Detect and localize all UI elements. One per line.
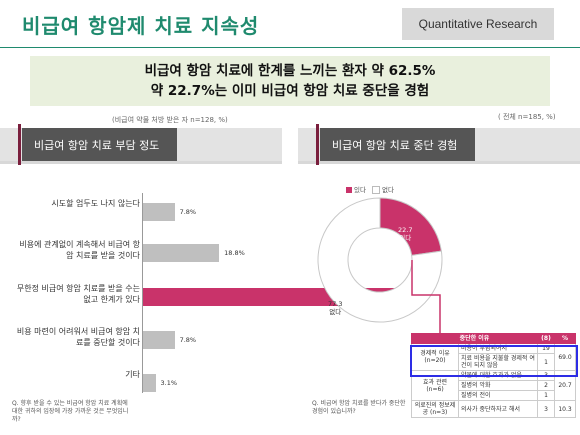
- reason-count: 1: [537, 390, 555, 401]
- right-panel-header: 비급여 항암 치료 중단 경험: [298, 124, 580, 165]
- reason-text: 질병의 악화: [458, 380, 538, 391]
- bar-value-label: 3.1%: [160, 379, 178, 387]
- headline-line-1: 비급여 항암 치료에 한계를 느끼는 환자 약 62.5%: [144, 63, 436, 79]
- left-panel-header: 비급여 항암 치료 부담 정도: [0, 124, 282, 165]
- donut-slice-no: [317, 197, 443, 323]
- donut-value-yes: 22.7: [398, 226, 413, 234]
- reason-text: 질병의 전이: [458, 390, 538, 401]
- bar-value-label: 7.8%: [179, 336, 197, 344]
- donut-label-no: 77.3 없다: [328, 300, 342, 316]
- bar-chart-axis: [142, 193, 143, 393]
- headline-line-2: 약 22.7%는 이미 비급여 항암 치료 중단을 경험: [150, 83, 430, 99]
- economic-reason-highlight: [410, 345, 578, 377]
- right-question: Q. 비급여 항암 치료를 받다가 중단한 경험이 있습니까?: [312, 400, 406, 415]
- donut-value-no: 77.3: [328, 300, 343, 308]
- research-tag: Quantitative Research: [402, 8, 554, 40]
- bar: [143, 374, 156, 392]
- table-row: 의료진의 정보제공 (n=3) 의사가 중단하자고 해서 3 10.3: [411, 400, 576, 418]
- donut-category-yes: 있다: [399, 234, 412, 242]
- reason-group: 의료진의 정보제공 (n=3): [411, 400, 459, 418]
- bar-value-label: 7.8%: [179, 208, 197, 216]
- bar-label: 비용에 관계없이 계속해서 비급여 항암 치료를 받을 것이다: [19, 240, 140, 260]
- left-question: Q. 향후 받을 수 있는 비급여 항암 치료 계획에 대한 귀하의 입장에 가…: [12, 400, 129, 423]
- right-sample-note: ( 전체 n=185, %): [498, 113, 556, 121]
- page-title: 비급여 항암제 치료 지속성: [22, 14, 260, 38]
- reason-count: 3: [537, 400, 555, 418]
- legend-item-no: 없다: [371, 184, 394, 194]
- reason-group: 경제적 이유 (n=20): [411, 343, 459, 371]
- donut-chart: [317, 197, 443, 323]
- donut-legend: 있다 없다: [346, 184, 394, 194]
- bar: [143, 331, 175, 349]
- left-panel-title: 비급여 항암 치료 부담 정도: [22, 128, 178, 161]
- left-panel-accent: [18, 124, 21, 165]
- reason-table-header: 중단한 이유 (8)%: [411, 333, 576, 344]
- reason-table: 중단한 이유 (8)% 경제적 이유 (n=20) 비용이 부담되어서 19 69.0 치료…: [411, 333, 576, 418]
- reason-count: 2: [537, 380, 555, 391]
- reason-text: 의사가 중단하자고 해서: [458, 400, 538, 418]
- bar: [143, 244, 220, 262]
- bar: [143, 203, 175, 221]
- donut-label-yes: 22.7 있다: [398, 226, 412, 242]
- bar-label: 시도할 엄두도 나지 않는다: [51, 199, 140, 208]
- left-sample-note: (비급여 약물 처방 받은 자 n=128, %): [112, 116, 228, 124]
- table-row: 치료 비용을 지불할 경제적 여건이 되지 않음 1: [412, 353, 576, 371]
- bar-label: 비용 마련이 어려워서 비급여 항암 치료를 중단할 것이다: [16, 327, 140, 347]
- title-divider: [0, 47, 580, 48]
- reason-pct: 10.3: [554, 400, 576, 418]
- right-panel-accent: [316, 124, 319, 165]
- legend-item-yes: 있다: [346, 184, 366, 194]
- bar-label: 무한정 비급여 항암 치료를 받을 수는 없고 한계가 있다: [16, 284, 140, 304]
- bar-label: 기타: [125, 370, 140, 379]
- donut-category-no: 없다: [329, 308, 342, 316]
- donut-connector: [411, 260, 441, 333]
- headline-box: 비급여 항암 치료에 한계를 느끼는 환자 약 62.5% 약 22.7%는 이…: [30, 56, 550, 106]
- bar-value-label: 18.8%: [224, 249, 245, 257]
- right-panel-title: 비급여 항암 치료 중단 경험: [320, 128, 476, 161]
